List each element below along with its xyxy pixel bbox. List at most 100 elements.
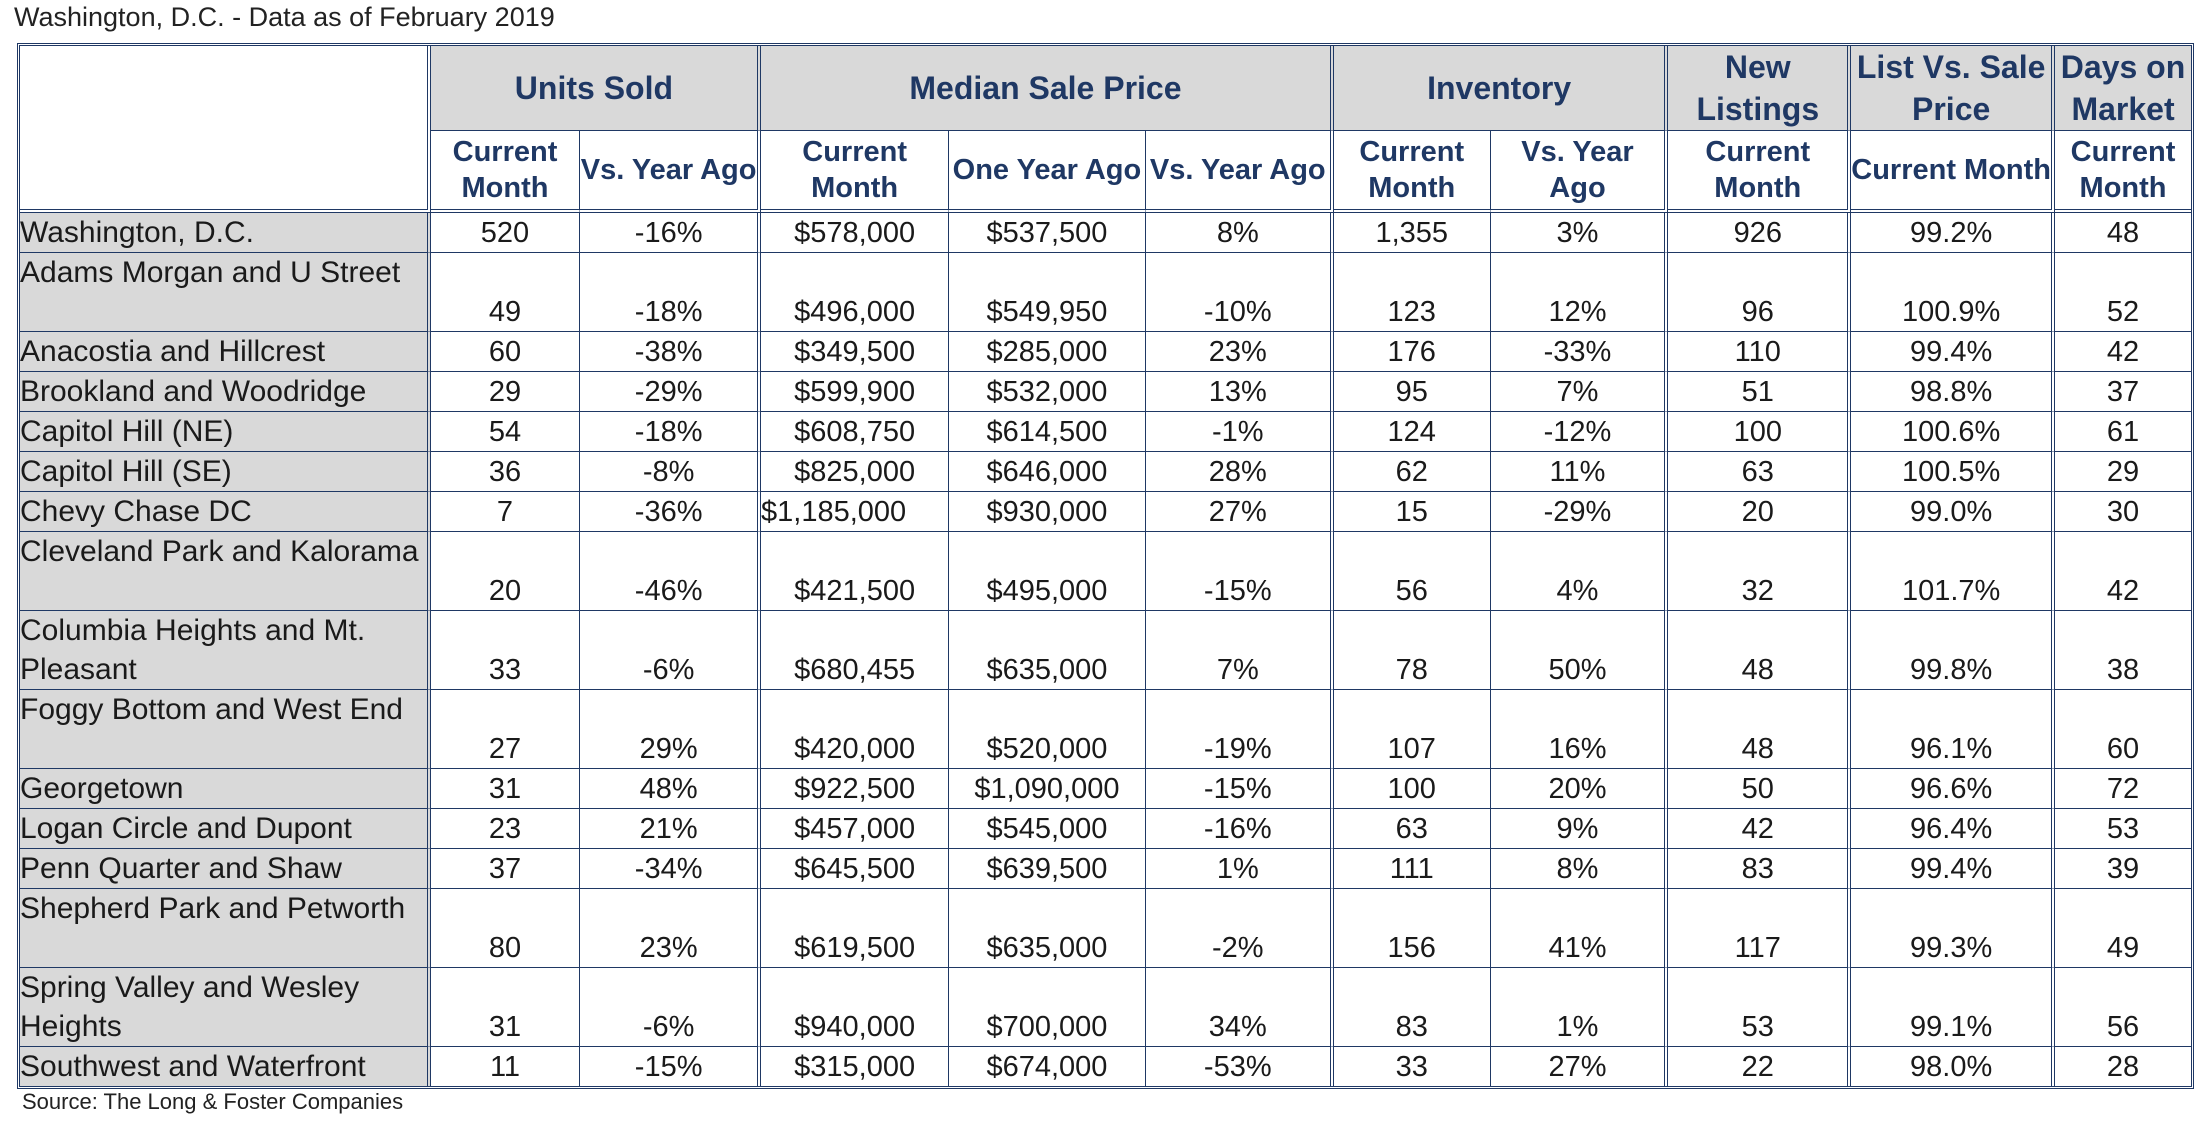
table-cell: 31: [430, 968, 581, 1047]
table-cell: 7: [430, 492, 581, 532]
neighborhood-name: Washington, D.C.: [20, 213, 431, 253]
table-cell: -12%: [1490, 412, 1669, 452]
table-cell: 51: [1668, 372, 1852, 412]
table-cell: $674,000: [949, 1047, 1146, 1086]
group-header-list-vs-sale-price: List Vs. Sale Price: [1851, 46, 2056, 131]
table-cell: $599,900: [761, 372, 950, 412]
table-cell: $700,000: [949, 968, 1146, 1047]
neighborhood-name: Columbia Heights and Mt. Pleasant: [20, 611, 431, 690]
table-cell: -15%: [1145, 532, 1334, 611]
table-cell: $496,000: [761, 253, 950, 332]
table-cell: 100: [1668, 412, 1852, 452]
table-cell: 48: [1668, 690, 1852, 769]
table-cell: -6%: [580, 968, 762, 1047]
table-cell: 107: [1333, 690, 1491, 769]
table-cell: 28%: [1145, 452, 1334, 492]
table-cell: 22: [1668, 1047, 1852, 1086]
table-row: Capitol Hill (NE) 54 -18% $608,750 $614,500-…: [20, 412, 2191, 452]
table-cell: 100: [1333, 769, 1491, 809]
table-cell: $545,000: [949, 809, 1146, 849]
table-cell: 111: [1333, 849, 1491, 889]
table-cell: $825,000: [761, 452, 950, 492]
table-cell: 60: [430, 332, 581, 372]
table-cell: 21%: [580, 809, 762, 849]
subheader-dom-current: Current Month: [2055, 131, 2191, 213]
group-header-days-on-market: Days on Market: [2055, 46, 2191, 131]
table-cell: 23%: [1145, 332, 1334, 372]
table-cell: 20: [430, 532, 581, 611]
table-cell: 926: [1668, 213, 1852, 253]
table-cell: 12%: [1490, 253, 1669, 332]
table-cell: 80: [430, 889, 581, 968]
table-cell: $457,000: [761, 809, 950, 849]
table-row: Southwest and Waterfront 11 -15% $315,000 $6…: [20, 1047, 2191, 1086]
table-cell: -36%: [580, 492, 762, 532]
table-cell: 96.4%: [1851, 809, 2056, 849]
table-cell: 96.1%: [1851, 690, 2056, 769]
table-cell: 31: [430, 769, 581, 809]
group-header-median-sale-price: Median Sale Price: [761, 46, 1334, 131]
table-cell: 42: [1668, 809, 1852, 849]
table-cell: $537,500: [949, 213, 1146, 253]
table-cell: $645,500: [761, 849, 950, 889]
subheader-inventory-current: Current Month: [1333, 131, 1491, 213]
table-cell: 34%: [1145, 968, 1334, 1047]
neighborhood-name: Brookland and Woodridge: [20, 372, 431, 412]
market-data-table: Units Sold Median Sale Price Inventory N…: [17, 43, 2194, 1089]
neighborhood-name: Anacostia and Hillcrest: [20, 332, 431, 372]
table-cell: 52: [2055, 253, 2191, 332]
table-cell: 53: [1668, 968, 1852, 1047]
table-cell: -16%: [1145, 809, 1334, 849]
table-cell: 20%: [1490, 769, 1669, 809]
table-cell: $619,500: [761, 889, 950, 968]
table-cell: $922,500: [761, 769, 950, 809]
source-note: Source: The Long & Foster Companies: [22, 1089, 404, 1114]
neighborhood-name: Adams Morgan and U Street: [20, 253, 431, 332]
table-cell: -15%: [580, 1047, 762, 1086]
table-row: Spring Valley and Wesley Heights 31 -6% $94…: [20, 968, 2191, 1047]
table-cell: 98.8%: [1851, 372, 2056, 412]
table-cell: 32: [1668, 532, 1852, 611]
table-cell: 39: [2055, 849, 2191, 889]
table-cell: 27: [430, 690, 581, 769]
table-cell: 20: [1668, 492, 1852, 532]
table-cell: -6%: [580, 611, 762, 690]
table-cell: 83: [1668, 849, 1852, 889]
table-cell: 49: [430, 253, 581, 332]
table-cell: 27%: [1145, 492, 1334, 532]
neighborhood-name: Capitol Hill (SE): [20, 452, 431, 492]
table-cell: 13%: [1145, 372, 1334, 412]
table-cell: 42: [2055, 532, 2191, 611]
table-cell: 72: [2055, 769, 2191, 809]
table-cell: $285,000: [949, 332, 1146, 372]
group-header-inventory: Inventory: [1333, 46, 1669, 131]
table-row: Georgetown 31 48% $922,500 $1,090,000 -15% 100…: [20, 769, 2191, 809]
table-cell: 7%: [1490, 372, 1669, 412]
table-cell: 48: [1668, 611, 1852, 690]
table-cell: -18%: [580, 253, 762, 332]
table-cell: 176: [1333, 332, 1491, 372]
neighborhood-name: Penn Quarter and Shaw: [20, 849, 431, 889]
table-cell: 96: [1668, 253, 1852, 332]
table-cell: 23%: [580, 889, 762, 968]
table-cell: 54: [430, 412, 581, 452]
table-row: Columbia Heights and Mt. Pleasant 33 -6% $6…: [20, 611, 2191, 690]
table-cell: $608,750: [761, 412, 950, 452]
table-cell: 60: [2055, 690, 2191, 769]
table-cell: 56: [2055, 968, 2191, 1047]
table-cell: 117: [1668, 889, 1852, 968]
neighborhood-name: Georgetown: [20, 769, 431, 809]
table-cell: 123: [1333, 253, 1491, 332]
table-title: Washington, D.C. - Data as of February 2…: [14, 2, 555, 32]
table-cell: 42: [2055, 332, 2191, 372]
table-cell: -29%: [1490, 492, 1669, 532]
table-cell: 16%: [1490, 690, 1669, 769]
table-cell: 61: [2055, 412, 2191, 452]
table-cell: -38%: [580, 332, 762, 372]
table-cell: 63: [1668, 452, 1852, 492]
table-row: Shepherd Park and Petworth 80 23% $619,500 $…: [20, 889, 2191, 968]
subheader-price-current: Current Month: [761, 131, 950, 213]
table-cell: $520,000: [949, 690, 1146, 769]
table-cell: 33: [1333, 1047, 1491, 1086]
subheader-units-current: Current Month: [430, 131, 581, 213]
